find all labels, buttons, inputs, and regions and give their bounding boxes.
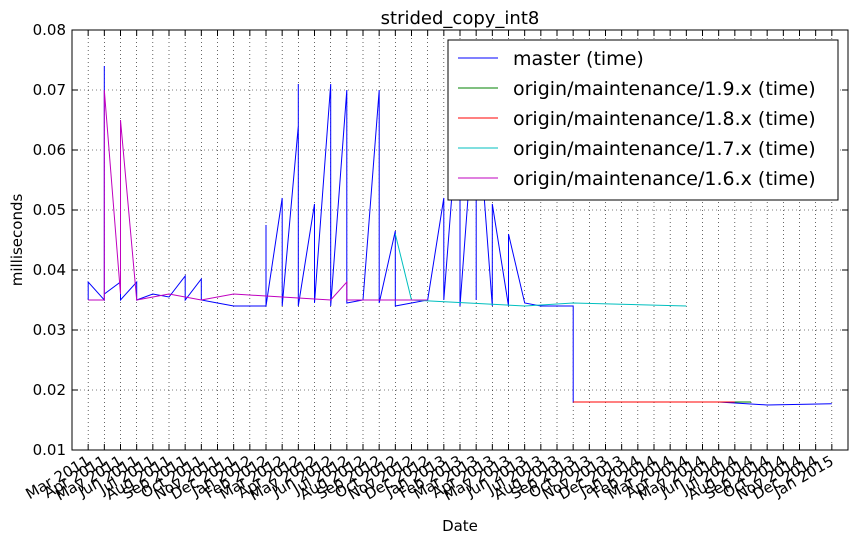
legend-label: origin/maintenance/1.9.x (time) — [513, 78, 816, 100]
legend-box — [447, 39, 839, 201]
y-tick-label: 0.03 — [33, 321, 66, 339]
series-line — [88, 89, 428, 301]
y-axis-label: milliseconds — [8, 194, 26, 287]
legend-label: origin/maintenance/1.6.x (time) — [513, 168, 816, 190]
y-tick-label: 0.08 — [33, 21, 66, 39]
series-line — [87, 66, 832, 406]
y-tick-label: 0.01 — [33, 441, 66, 459]
y-tick-label: 0.06 — [33, 141, 66, 159]
plot-frame — [71, 29, 849, 451]
y-tick-label: 0.02 — [33, 381, 66, 399]
y-tick-label: 0.04 — [33, 261, 66, 279]
chart-title: strided_copy_int8 — [381, 8, 540, 29]
legend-label: origin/maintenance/1.8.x (time) — [513, 108, 816, 130]
y-tick-label: 0.07 — [33, 81, 66, 99]
y-tick-label: 0.05 — [33, 201, 66, 219]
series-line — [394, 233, 687, 307]
legend-label: origin/maintenance/1.7.x (time) — [513, 138, 816, 160]
x-axis-label: Date — [442, 517, 478, 535]
legend-label: master (time) — [513, 48, 644, 70]
